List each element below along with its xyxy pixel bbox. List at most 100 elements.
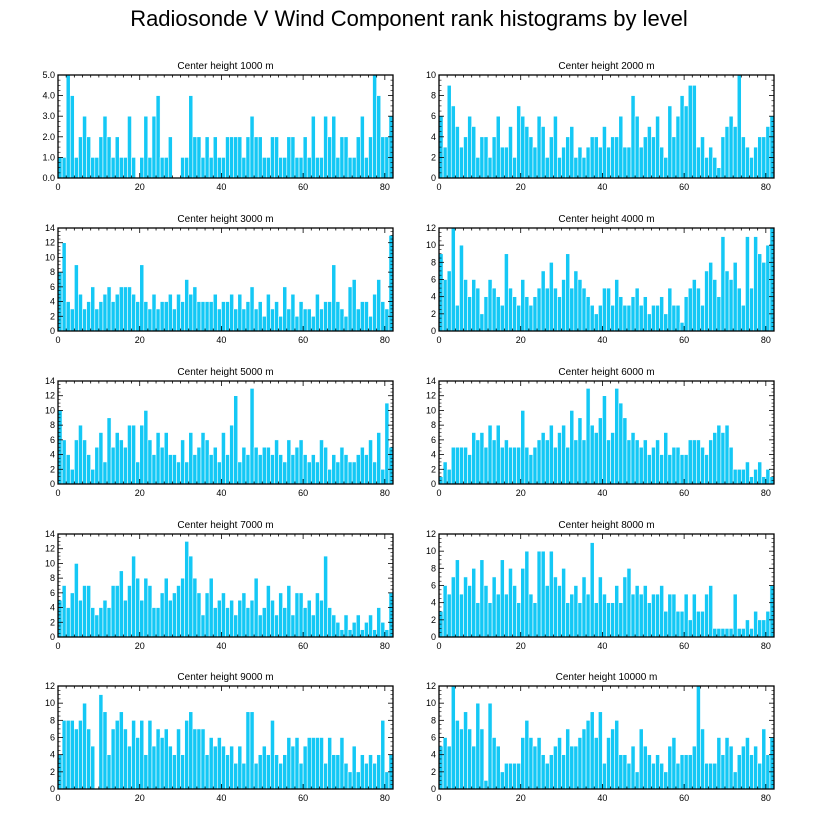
- histogram-bar: [696, 287, 701, 332]
- histogram-bar: [315, 592, 320, 638]
- histogram-bar: [188, 293, 194, 332]
- histogram-bar: [163, 577, 169, 638]
- histogram-bar: [286, 439, 292, 485]
- histogram-bar: [761, 136, 767, 179]
- histogram-bar: [69, 308, 75, 332]
- histogram-bar: [82, 702, 87, 790]
- histogram-bar: [528, 304, 534, 332]
- histogram-bar: [483, 585, 489, 638]
- histogram-bar: [200, 728, 206, 790]
- y-tick-label: 8: [50, 715, 55, 725]
- histogram-bar: [147, 439, 153, 485]
- histogram-bar: [65, 454, 71, 485]
- histogram-bar: [446, 593, 452, 638]
- histogram-bar: [102, 711, 108, 790]
- histogram-bar: [548, 550, 554, 638]
- histogram-bar: [745, 236, 750, 332]
- histogram-bar: [610, 602, 615, 638]
- histogram-bar: [229, 424, 234, 485]
- histogram-bar: [471, 279, 477, 332]
- x-tick-label: 40: [597, 182, 607, 192]
- y-tick-label: 4: [431, 750, 436, 760]
- histogram-bar: [455, 720, 460, 790]
- histogram-bar: [110, 157, 116, 179]
- histogram-bar: [618, 402, 624, 485]
- histogram-bar: [249, 286, 255, 332]
- histogram-bar: [614, 279, 620, 332]
- histogram-bar: [757, 762, 763, 790]
- histogram-bar: [565, 253, 571, 332]
- histogram-bar: [151, 745, 157, 790]
- histogram-bar: [593, 737, 599, 790]
- histogram-bar: [380, 136, 386, 179]
- histogram-bar: [577, 602, 583, 638]
- histogram-bar: [683, 454, 689, 485]
- histogram-bar: [508, 762, 513, 790]
- histogram-bar: [310, 454, 316, 485]
- histogram-bar: [532, 446, 538, 485]
- histogram-bar: [135, 461, 141, 485]
- histogram-bar: [315, 157, 320, 179]
- histogram-bar: [86, 136, 91, 179]
- histogram-bar: [720, 236, 726, 332]
- histogram-bar: [728, 115, 734, 179]
- histogram-bar: [679, 322, 685, 332]
- histogram-bar: [700, 728, 705, 790]
- histogram-bar: [504, 593, 509, 638]
- histogram-bar: [168, 599, 173, 638]
- y-tick-label: 8: [431, 715, 436, 725]
- histogram-bar: [610, 304, 615, 332]
- histogram-bar: [233, 136, 239, 179]
- histogram-bar: [736, 628, 742, 638]
- histogram-bar: [355, 308, 361, 332]
- histogram-bar: [728, 628, 734, 638]
- histogram-bar: [450, 227, 456, 332]
- histogram-bar: [139, 599, 145, 638]
- y-tick-label: 8: [431, 91, 436, 101]
- histogram-bar: [561, 424, 566, 485]
- histogram-bar: [155, 607, 161, 638]
- histogram-bar: [536, 737, 542, 790]
- histogram-bar: [581, 157, 587, 179]
- histogram-bar: [610, 728, 615, 790]
- x-tick-label: 40: [216, 488, 226, 498]
- histogram-bar: [573, 157, 579, 179]
- histogram-bar: [343, 454, 349, 485]
- histogram-bar: [163, 432, 169, 485]
- histogram-bar: [294, 315, 300, 332]
- histogram-bar: [598, 146, 603, 179]
- histogram-bar: [196, 136, 202, 179]
- histogram-bar: [123, 446, 128, 485]
- histogram-bar: [749, 628, 754, 638]
- histogram-bar: [106, 607, 112, 638]
- histogram-bar: [245, 711, 251, 790]
- histogram-bar: [675, 446, 681, 485]
- histogram-bar: [82, 115, 87, 179]
- histogram-bar: [212, 136, 218, 179]
- histogram-panel: Center height 3000 m 0 20 40 60 80 0 2 4 6 8 10 12 14: [45, 214, 394, 345]
- x-tick-label: 0: [436, 182, 441, 192]
- histogram-bar: [208, 737, 214, 790]
- histogram-bar: [94, 446, 100, 485]
- histogram-bar: [479, 432, 485, 485]
- histogram-bar: [208, 157, 214, 179]
- histogram-bar: [266, 446, 271, 485]
- histogram-bar: [282, 286, 288, 332]
- histogram-bar: [540, 126, 546, 179]
- histogram-bar: [172, 754, 177, 790]
- histogram-bar: [483, 446, 489, 485]
- x-tick-label: 0: [55, 488, 60, 498]
- histogram-bar: [176, 728, 181, 790]
- histogram-bar: [581, 576, 587, 638]
- histogram-bar: [204, 301, 210, 332]
- histogram-bar: [499, 146, 505, 179]
- histogram-bar: [159, 737, 165, 790]
- histogram-bar: [188, 95, 194, 179]
- histogram-bar: [467, 115, 472, 179]
- histogram-bar: [679, 454, 685, 485]
- x-tick-label: 0: [436, 793, 441, 803]
- histogram-bar: [290, 454, 296, 485]
- histogram-bar: [683, 296, 689, 332]
- histogram-bar: [147, 585, 153, 638]
- y-tick-label: 3.0: [42, 111, 55, 121]
